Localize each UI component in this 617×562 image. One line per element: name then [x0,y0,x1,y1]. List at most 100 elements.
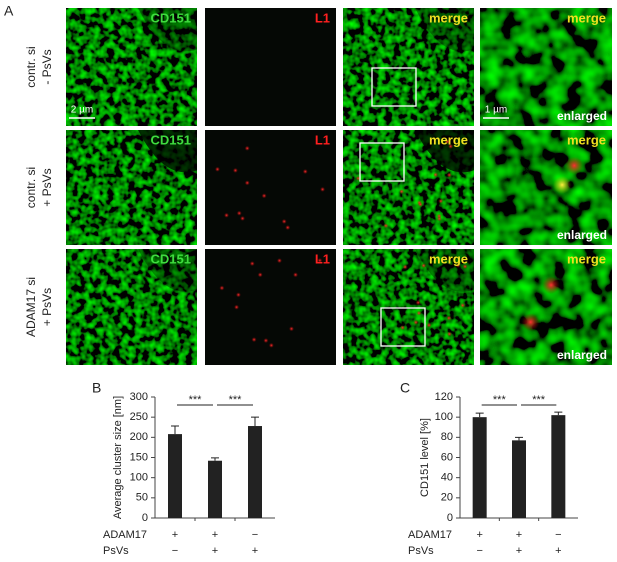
red-spot [565,156,584,175]
micrograph [205,8,336,126]
enlarged-label: enlarged [557,228,607,242]
scale-bar-label: 2 µm [71,105,93,116]
condition-name: ADAM17 [103,529,147,541]
error-bar [554,411,563,416]
red-spot [257,272,263,278]
condition-sign: + [252,545,258,557]
cell-edge-shade [138,249,197,292]
zoom-box [380,307,426,347]
red-spot [415,300,421,306]
channel-label: merge [567,10,606,25]
red-spot [413,319,419,325]
channel-label: merge [567,251,606,266]
red-spot [462,264,468,270]
red-spot [444,139,450,145]
condition-sign: + [476,529,482,541]
channel-label: CD151 [151,251,191,266]
condition-sign: + [212,545,218,557]
error-bar [211,457,219,461]
micrograph [343,130,474,245]
y-tick-label: 0 [142,512,148,524]
red-spot [302,169,308,175]
condition-sign: + [555,545,561,557]
micrograph [66,8,197,126]
panel-letter: C [400,380,410,396]
y-tick-label: 0 [447,512,453,524]
channel-label: CD151 [151,10,191,25]
channel-label: merge [429,251,468,266]
red-spot [438,198,444,204]
zoom-box [371,67,417,107]
green-signal [66,249,197,365]
red-spot [276,258,282,264]
y-tick-label: 50 [136,492,148,504]
y-tick-label: 40 [441,472,453,484]
cell-edge-shade [138,130,197,173]
cell-edge-shade [415,8,474,52]
red-spot [421,263,427,269]
panel-letter: A [4,3,14,19]
cell-edge-shade [415,249,474,292]
green-signal [480,8,612,126]
red-spot [400,325,406,331]
row-label: ADAM17 si [24,277,38,337]
red-spot [268,342,274,348]
cell-edge-shade [415,130,474,173]
zoom-box [359,142,405,182]
image-bg [205,8,336,126]
panel-letter: B [92,380,101,396]
condition-sign: − [555,529,561,541]
y-tick-label: 20 [441,492,453,504]
red-spot [320,186,326,192]
image-bg [205,130,336,245]
y-tick-label: 80 [441,431,453,443]
red-spot [261,193,267,199]
channel-label: CD151 [151,132,191,147]
red-spot [542,276,561,295]
channel-label: L1 [315,132,330,147]
red-spot [433,172,439,178]
green-signal [480,130,612,245]
y-axis-label: CD151 level [%] [419,418,431,497]
condition-name: PsVs [103,545,129,557]
green-signal [66,8,197,126]
condition-name: PsVs [408,545,434,557]
micrograph [66,130,197,245]
red-spot [446,315,452,321]
red-spot [234,304,240,310]
error-bar [475,412,484,418]
bar [512,440,526,518]
red-spot [460,302,466,308]
red-spot [244,145,250,151]
red-spot [244,180,250,186]
condition-sign: + [516,529,522,541]
y-axis-label: Average cluster size [nm] [112,396,124,519]
red-spot [521,313,540,332]
red-spot [402,264,408,270]
condition-name: ADAM17 [408,529,452,541]
red-spot [417,201,423,207]
red-spot [448,143,454,149]
condition-sign: − [476,545,482,557]
bar [168,434,182,518]
scale-bar-label: 1 µm [485,105,507,116]
condition-sign: + [516,545,522,557]
channel-label: merge [429,132,468,147]
micrograph [480,130,612,245]
row-label: + PsVs [40,288,54,326]
green-signal [480,249,612,365]
condition-sign: + [212,529,218,541]
error-bar [515,436,523,441]
bar [248,426,262,518]
bar [551,415,566,518]
bar [472,417,487,518]
red-spot [240,215,246,221]
channel-label: merge [567,132,606,147]
error-bar [171,425,179,435]
y-tick-label: 60 [441,451,453,463]
red-spot [317,257,323,263]
condition-sign: + [172,529,178,541]
channel-label: L1 [315,10,330,25]
y-tick-label: 100 [435,411,453,423]
